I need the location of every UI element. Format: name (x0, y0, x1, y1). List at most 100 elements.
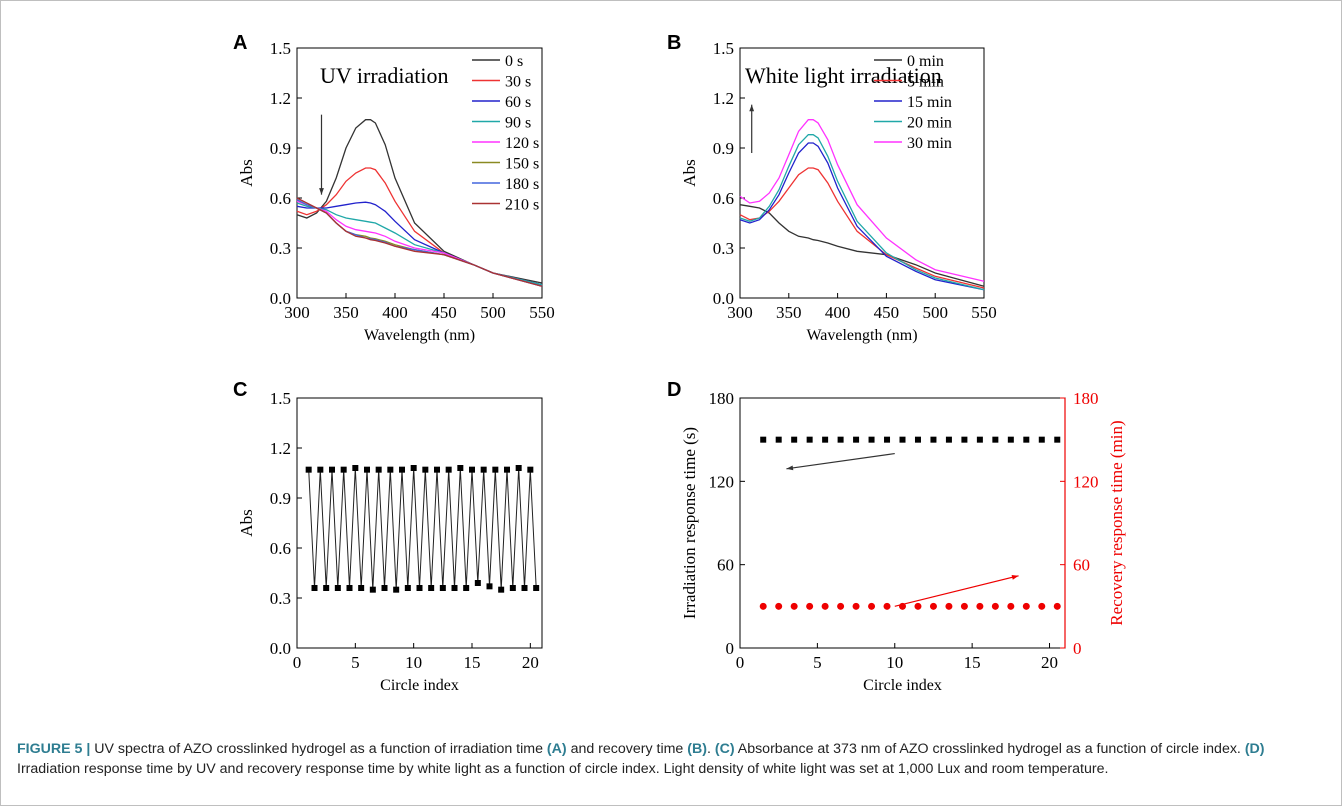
y-tick-label: 0.0 (270, 639, 291, 658)
x-tick-label: 550 (529, 303, 555, 322)
x-tick-label: 10 (405, 653, 422, 672)
y-tick-label: 0.3 (270, 589, 291, 608)
recovery-point (960, 602, 968, 610)
recovery-point (821, 602, 829, 610)
irradiation-point (791, 436, 798, 443)
recovery-point (945, 602, 953, 610)
data-point (533, 585, 540, 591)
x-tick-label: 5 (351, 653, 360, 672)
recovery-point (837, 602, 845, 610)
axis-pointer-arrow-head (786, 465, 794, 471)
x-tick-label: 300 (727, 303, 753, 322)
y-tick-label: 0.6 (270, 539, 291, 558)
x-tick-label: 15 (464, 653, 481, 672)
y-tick-label: 0 (726, 639, 735, 658)
x-tick-label: 550 (971, 303, 997, 322)
irradiation-point (837, 436, 844, 443)
panel-letter-a: A (233, 32, 247, 54)
caption-label: FIGURE 5 | (17, 741, 91, 757)
figure-caption: FIGURE 5 | UV spectra of AZO crosslinked… (17, 739, 1327, 779)
legend-label: 120 s (505, 135, 539, 152)
irradiation-point (1023, 436, 1030, 443)
data-point (387, 466, 394, 473)
panel-letter-c: C (233, 379, 247, 401)
irradiation-point (775, 436, 782, 443)
series-line-3 (739, 134, 985, 291)
data-point (463, 585, 470, 591)
x-tick-label: 450 (431, 303, 457, 322)
series-line-7 (296, 197, 543, 287)
caption-ref-d: (D) (1244, 741, 1265, 757)
x-tick-label: 500 (922, 303, 948, 322)
recovery-point (914, 602, 922, 610)
recovery-point (929, 602, 937, 610)
data-point (521, 585, 528, 591)
series-line-1 (739, 167, 985, 289)
legend-label: 90 s (505, 115, 531, 132)
recovery-point (1038, 602, 1046, 610)
irradiation-point (976, 436, 983, 443)
plot-frame (296, 47, 543, 299)
irradiation-point (992, 436, 999, 443)
y-tick-label: 0.0 (270, 289, 291, 308)
legend-label: 180 s (505, 176, 539, 193)
irradiation-point (899, 436, 906, 443)
recovery-point (991, 602, 999, 610)
recovery-point (1022, 602, 1030, 610)
series-line-2 (296, 201, 543, 286)
x-tick-label: 500 (480, 303, 506, 322)
y-right-tick-label: 60 (1073, 556, 1090, 575)
data-point (504, 466, 510, 473)
axis-pointer-arrow-head (1011, 575, 1019, 580)
data-point (515, 465, 522, 471)
x-axis-label: Circle index (863, 677, 942, 694)
y-tick-label: 1.5 (270, 39, 291, 58)
x-tick-label: 5 (813, 653, 822, 672)
y-tick-label: 1.5 (270, 389, 291, 408)
y-right-tick-label: 120 (1073, 472, 1099, 491)
legend-label: 210 s (505, 197, 539, 214)
y-tick-label: 0.0 (713, 289, 734, 308)
irradiation-point (961, 436, 968, 443)
y-tick-label: 0.6 (270, 189, 291, 208)
data-point (340, 466, 347, 473)
y-right-tick-label: 0 (1073, 639, 1082, 658)
caption-ref-c: (C) (714, 741, 735, 757)
data-point (381, 585, 388, 591)
data-point (457, 465, 464, 471)
data-point (352, 465, 359, 471)
irradiation-point (868, 436, 875, 443)
irradiation-point (1054, 436, 1061, 443)
x-tick-label: 400 (382, 303, 408, 322)
x-tick-label: 10 (886, 653, 903, 672)
irradiation-point (806, 436, 813, 443)
y-axis-label: Abs (680, 159, 699, 186)
data-point (410, 465, 417, 471)
y-tick-label: 0.3 (713, 239, 734, 258)
data-point (469, 466, 475, 473)
data-point (451, 585, 458, 591)
caption-text-1: UV spectra of AZO crosslinked hydrogel a… (90, 741, 547, 757)
data-point (527, 466, 534, 473)
legend-label: 150 s (505, 156, 539, 173)
caption-ref-a: (A) (546, 741, 567, 757)
data-point (334, 585, 341, 591)
plot-frame (739, 397, 1066, 649)
x-tick-label: 450 (874, 303, 900, 322)
data-point (329, 466, 335, 473)
panel-letter-b: B (667, 32, 681, 54)
data-point (404, 585, 411, 591)
data-point (486, 583, 493, 590)
series-line-3 (296, 202, 543, 286)
data-point (445, 466, 452, 473)
x-tick-label: 0 (293, 653, 302, 672)
legend-label: 5 min (907, 74, 944, 91)
irradiation-point (1007, 436, 1014, 443)
x-tick-label: 20 (522, 653, 539, 672)
data-point (439, 585, 446, 591)
recovery-point (759, 602, 767, 610)
data-point (369, 586, 376, 593)
legend-label: 15 min (907, 94, 952, 111)
data-point (305, 466, 312, 473)
